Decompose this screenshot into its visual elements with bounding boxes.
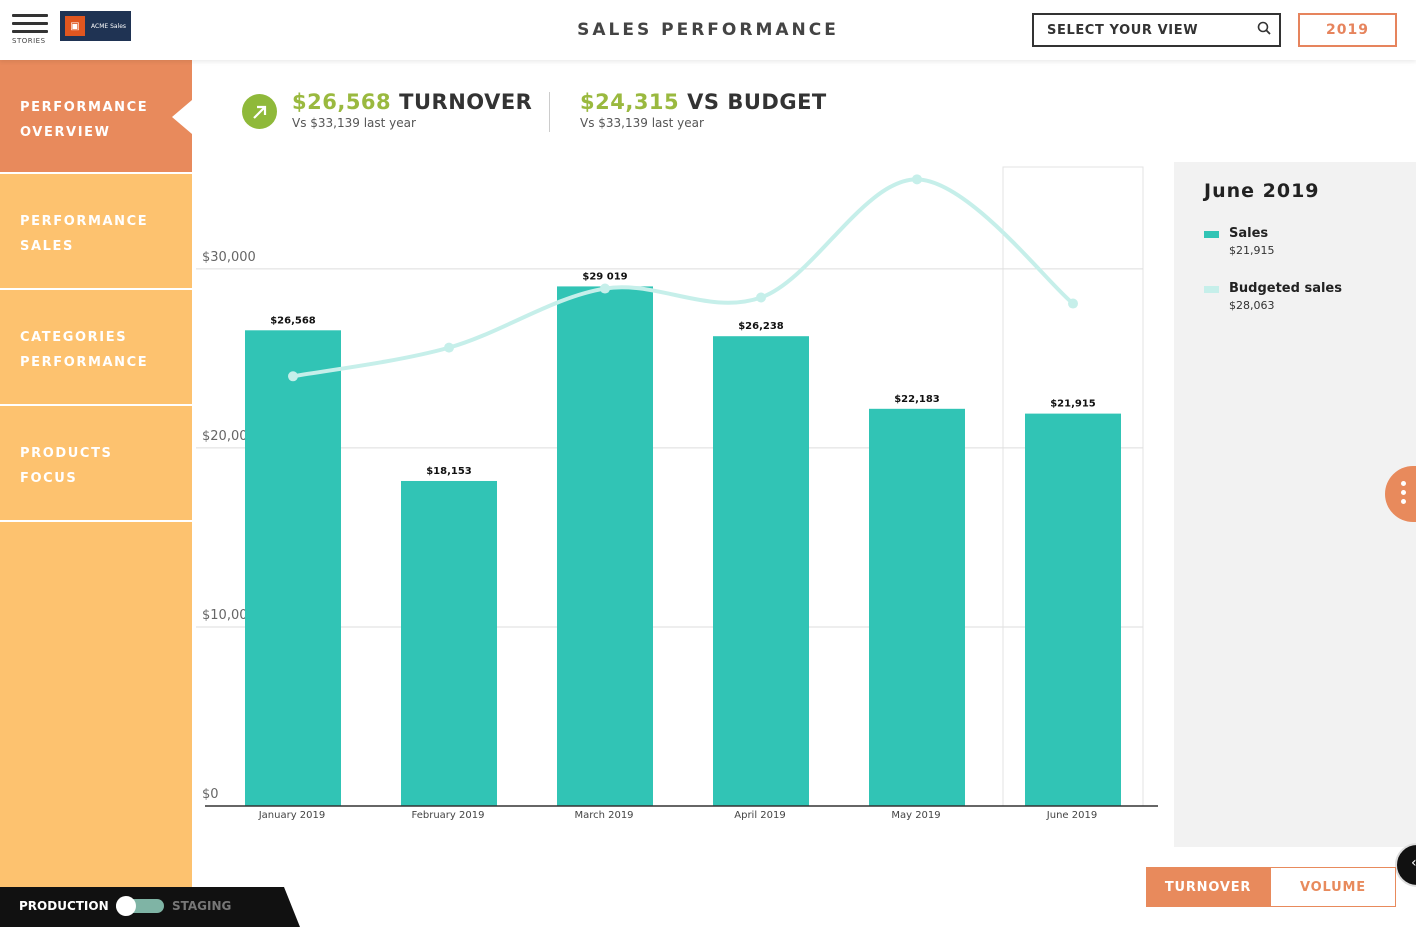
sidebar-item-label: FOCUS xyxy=(20,471,78,486)
y-tick-label: $30,000 xyxy=(202,250,256,265)
sidebar-item-label: PERFORMANCE xyxy=(20,355,149,370)
sidebar-item-performance-overview[interactable]: PERFORMANCE OVERVIEW xyxy=(0,60,192,174)
budget-point xyxy=(756,292,766,303)
sidebar-item-categories-performance[interactable]: CATEGORIES PERFORMANCE xyxy=(0,290,192,406)
sidebar-item-label: OVERVIEW xyxy=(20,125,111,140)
sidebar-item-products-focus[interactable]: PRODUCTS FOCUS xyxy=(0,406,192,522)
search-icon[interactable] xyxy=(1257,21,1271,35)
kpi-budget-value: $24,315 xyxy=(580,90,680,114)
view-search-placeholder: SELECT YOUR VIEW xyxy=(1047,22,1199,38)
data-label: $26,238 xyxy=(738,321,784,332)
bar xyxy=(869,408,965,806)
kpi-vs-budget: $24,315 VS BUDGET Vs $33,139 last year xyxy=(580,90,827,130)
kpi-divider xyxy=(549,92,550,132)
bar xyxy=(713,336,809,806)
sidebar-item-label: PERFORMANCE xyxy=(20,100,149,115)
budget-point xyxy=(444,342,454,353)
kpi-budget-label: VS BUDGET xyxy=(687,90,827,114)
top-header: STORIES ▣ ACME Sales SALES PERFORMANCE S… xyxy=(0,0,1416,60)
budget-point xyxy=(912,174,922,185)
page-title: SALES PERFORMANCE xyxy=(577,20,839,40)
volume-toggle-button[interactable]: VOLUME xyxy=(1270,867,1396,907)
x-tick-label: January 2019 xyxy=(258,810,326,821)
y-tick-label: $20,000 xyxy=(202,429,256,444)
x-tick-label: June 2019 xyxy=(1046,810,1097,821)
sidebar-item-label: SALES xyxy=(20,239,74,254)
legend-name: Sales xyxy=(1229,226,1269,241)
sidebar-item-label: PERFORMANCE xyxy=(20,214,149,229)
trend-up-arrow-icon xyxy=(242,94,277,129)
environment-toggle[interactable] xyxy=(116,896,164,916)
bar xyxy=(401,480,497,806)
data-label: $21,915 xyxy=(1050,399,1096,410)
y-tick-label: $0 xyxy=(202,787,219,802)
staging-label: STAGING xyxy=(172,899,232,913)
legend-value: $28,063 xyxy=(1229,299,1275,312)
y-tick-label: $10,000 xyxy=(202,608,256,623)
stories-label: STORIES xyxy=(12,37,46,45)
logo-text: ACME Sales xyxy=(91,22,127,30)
legend-value: $21,915 xyxy=(1229,244,1275,257)
data-label: $22,183 xyxy=(894,394,940,405)
environment-bar: PRODUCTION STAGING xyxy=(0,887,300,927)
kpi-turnover-label: TURNOVER xyxy=(399,90,533,114)
legend-swatch xyxy=(1204,286,1219,293)
budget-point xyxy=(600,283,610,294)
sidebar-item-label: PRODUCTS xyxy=(20,446,113,461)
turnover-toggle-button[interactable]: TURNOVER xyxy=(1146,867,1270,907)
production-label: PRODUCTION xyxy=(19,899,109,913)
data-label: $18,153 xyxy=(426,466,472,477)
detail-panel: June 2019 Sales $21,915 Budgeted sales $… xyxy=(1174,162,1416,847)
sidebar-item-performance-sales[interactable]: PERFORMANCE SALES xyxy=(0,174,192,290)
kpi-turnover-comparison: Vs $33,139 last year xyxy=(292,116,416,130)
view-search-input[interactable]: SELECT YOUR VIEW xyxy=(1032,13,1281,47)
x-tick-label: March 2019 xyxy=(574,810,633,821)
kpi-turnover: $26,568 TURNOVER Vs $33,139 last year xyxy=(292,90,532,130)
legend-title: June 2019 xyxy=(1204,180,1320,202)
kpi-budget-comparison: Vs $33,139 last year xyxy=(580,116,704,130)
sidebar-item-label: CATEGORIES xyxy=(20,330,128,345)
data-label: $26,568 xyxy=(270,315,316,326)
kpi-turnover-value: $26,568 xyxy=(292,90,392,114)
sidebar: PERFORMANCE OVERVIEW PERFORMANCE SALES C… xyxy=(0,60,192,927)
x-tick-label: April 2019 xyxy=(734,810,785,821)
bar xyxy=(1025,413,1121,806)
year-selector[interactable]: 2019 xyxy=(1298,13,1397,47)
legend-name: Budgeted sales xyxy=(1229,281,1342,296)
hamburger-menu-icon[interactable] xyxy=(12,14,48,34)
chevron-left-icon: ‹ xyxy=(1411,855,1416,871)
bar xyxy=(245,330,341,806)
logo-mark-icon: ▣ xyxy=(65,16,85,36)
data-label: $29 019 xyxy=(582,271,627,282)
x-tick-label: February 2019 xyxy=(412,810,485,821)
budget-line xyxy=(291,177,1075,379)
toggle-knob xyxy=(116,896,136,916)
budget-point xyxy=(1068,298,1078,309)
bar xyxy=(557,286,653,806)
company-logo[interactable]: ▣ ACME Sales xyxy=(60,11,131,41)
x-tick-label: May 2019 xyxy=(891,810,940,821)
budget-point xyxy=(288,371,298,382)
legend-swatch xyxy=(1204,231,1219,238)
vertical-dots-icon xyxy=(1401,481,1407,508)
